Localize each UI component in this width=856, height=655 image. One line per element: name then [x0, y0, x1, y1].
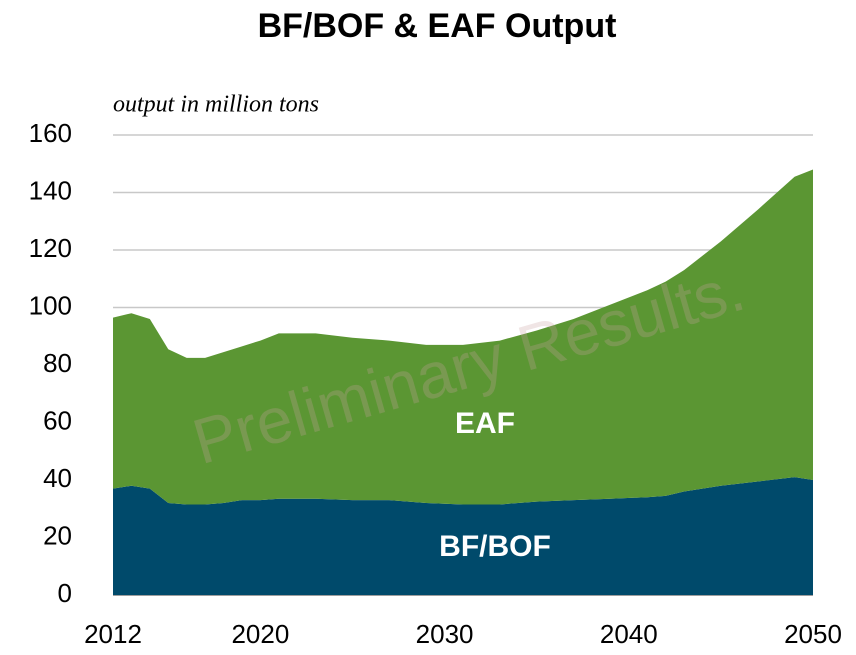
series-label: EAF	[455, 407, 515, 440]
y-tick-label: 60	[43, 405, 72, 435]
area	[113, 477, 813, 595]
y-tick-label: 100	[29, 290, 72, 320]
y-axis-label: output in million tons	[113, 92, 319, 118]
x-tick-label: 2012	[84, 619, 142, 649]
x-tick-label: 2040	[600, 619, 658, 649]
y-tick-label: 80	[43, 348, 72, 378]
y-tick-label: 120	[29, 233, 72, 263]
x-tick-label: 2050	[784, 619, 842, 649]
y-tick-label: 0	[58, 578, 72, 608]
y-tick-label: 160	[29, 118, 72, 148]
x-tick-label: 2030	[416, 619, 474, 649]
y-tick-label: 20	[43, 520, 72, 550]
x-tick-label: 2020	[231, 619, 289, 649]
areas	[113, 169, 813, 595]
y-tick-label: 40	[43, 463, 72, 493]
series-label: BF/BOF	[439, 530, 551, 563]
chart-title: BF/BOF & EAF Output	[258, 7, 617, 45]
y-tick-label: 140	[29, 175, 72, 205]
area	[113, 169, 813, 505]
